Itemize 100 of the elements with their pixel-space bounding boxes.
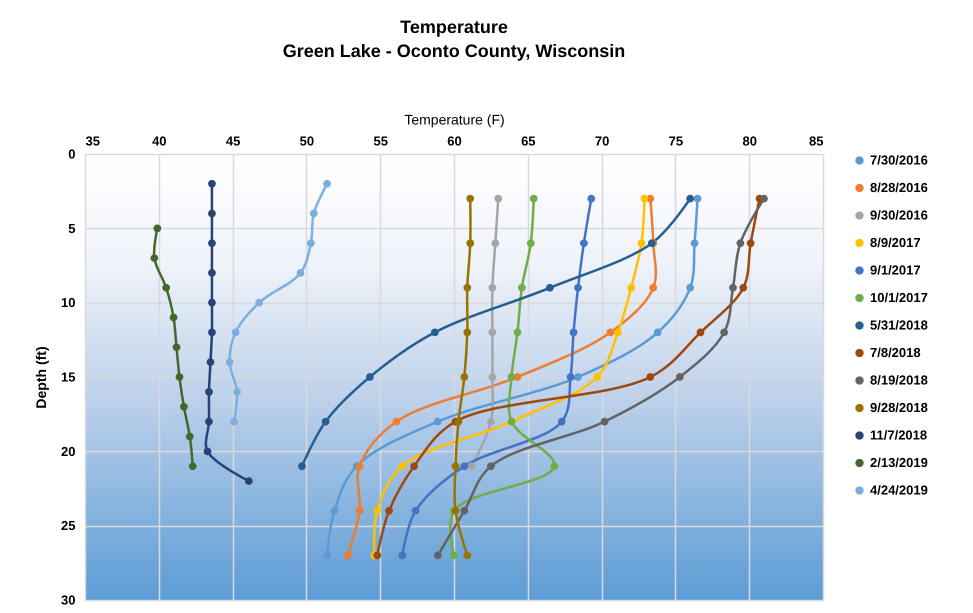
- point: [690, 239, 698, 248]
- point: [344, 552, 352, 560]
- point: [546, 284, 554, 292]
- point: [322, 418, 330, 426]
- point: [638, 239, 646, 248]
- point: [296, 269, 304, 277]
- point: [574, 373, 582, 381]
- legend-label: 8/9/2017: [870, 235, 921, 250]
- point: [460, 506, 468, 515]
- point: [558, 418, 566, 426]
- point: [233, 388, 241, 396]
- point: [686, 284, 694, 292]
- point: [606, 328, 614, 336]
- x-tick-label: 40: [152, 134, 167, 148]
- point: [463, 284, 472, 292]
- point: [232, 328, 240, 336]
- point: [430, 328, 439, 336]
- point: [487, 462, 495, 470]
- legend-label: 7/8/2018: [870, 345, 921, 360]
- point: [649, 284, 658, 292]
- point: [654, 328, 662, 336]
- point: [494, 194, 502, 202]
- point: [373, 506, 382, 515]
- point: [226, 358, 234, 366]
- point: [298, 462, 306, 470]
- point: [206, 358, 214, 366]
- point: [587, 194, 596, 202]
- point: [574, 284, 582, 292]
- legend-label: 2/13/2019: [870, 455, 928, 470]
- legend-label: 5/31/2018: [870, 318, 928, 332]
- point: [153, 224, 162, 232]
- point: [646, 373, 654, 381]
- point: [491, 239, 500, 248]
- point: [208, 180, 216, 188]
- legend-label: 11/7/2018: [870, 428, 928, 442]
- y-tick-label: 10: [61, 295, 76, 310]
- point: [255, 298, 264, 307]
- point: [366, 373, 374, 381]
- legend-label: 4/24/2019: [870, 482, 928, 498]
- y-tick-label: 25: [61, 518, 76, 534]
- x-axis-title: Temperature (F): [404, 112, 505, 128]
- point: [736, 239, 744, 248]
- point: [466, 239, 474, 248]
- point: [330, 506, 338, 515]
- point: [208, 298, 216, 307]
- point: [385, 506, 393, 515]
- point: [488, 328, 496, 336]
- chart-title: Temperature: [400, 17, 508, 37]
- point: [205, 418, 213, 426]
- point: [566, 373, 574, 381]
- point: [488, 284, 496, 292]
- point: [720, 328, 728, 336]
- point: [150, 254, 158, 262]
- point: [508, 373, 516, 381]
- point: [230, 418, 238, 426]
- point: [162, 284, 170, 292]
- point: [188, 462, 197, 470]
- legend-label: 9/1/2017: [870, 262, 921, 278]
- point: [627, 284, 635, 292]
- point: [463, 552, 472, 560]
- legend-label: 9/30/2016: [870, 208, 928, 222]
- point: [323, 552, 331, 560]
- point: [172, 343, 180, 352]
- point: [176, 373, 184, 381]
- point: [244, 477, 253, 485]
- point: [410, 462, 418, 470]
- point: [412, 506, 420, 515]
- point: [570, 328, 578, 336]
- legend-label: 8/28/2016: [870, 180, 928, 195]
- point: [614, 328, 622, 336]
- y-tick-label: 0: [68, 146, 76, 162]
- point: [310, 210, 318, 218]
- point: [694, 194, 702, 202]
- point: [460, 373, 468, 381]
- point: [530, 194, 538, 202]
- point: [450, 552, 458, 560]
- point: [640, 194, 648, 202]
- point: [208, 210, 216, 218]
- y-axis-title: Depth (ft): [33, 346, 50, 409]
- x-tick-label: 45: [226, 134, 240, 148]
- y-tick-label: 20: [61, 444, 76, 459]
- point: [729, 284, 737, 292]
- legend-label: 8/19/2018: [870, 372, 928, 388]
- point: [323, 180, 331, 188]
- point: [434, 418, 442, 426]
- y-tick-label: 30: [61, 592, 76, 608]
- point: [208, 328, 216, 336]
- x-tick-label: 65: [521, 134, 536, 148]
- point: [392, 418, 400, 426]
- point: [580, 239, 588, 248]
- x-tick-label: 35: [86, 134, 100, 148]
- x-tick-label: 80: [742, 134, 757, 148]
- y-tick-label: 5: [68, 220, 76, 236]
- point: [466, 194, 474, 202]
- y-tick-label: 15: [61, 370, 76, 384]
- point: [746, 239, 755, 248]
- x-tick-label: 55: [373, 134, 388, 148]
- point: [487, 418, 495, 426]
- point: [208, 269, 216, 277]
- point: [454, 418, 462, 426]
